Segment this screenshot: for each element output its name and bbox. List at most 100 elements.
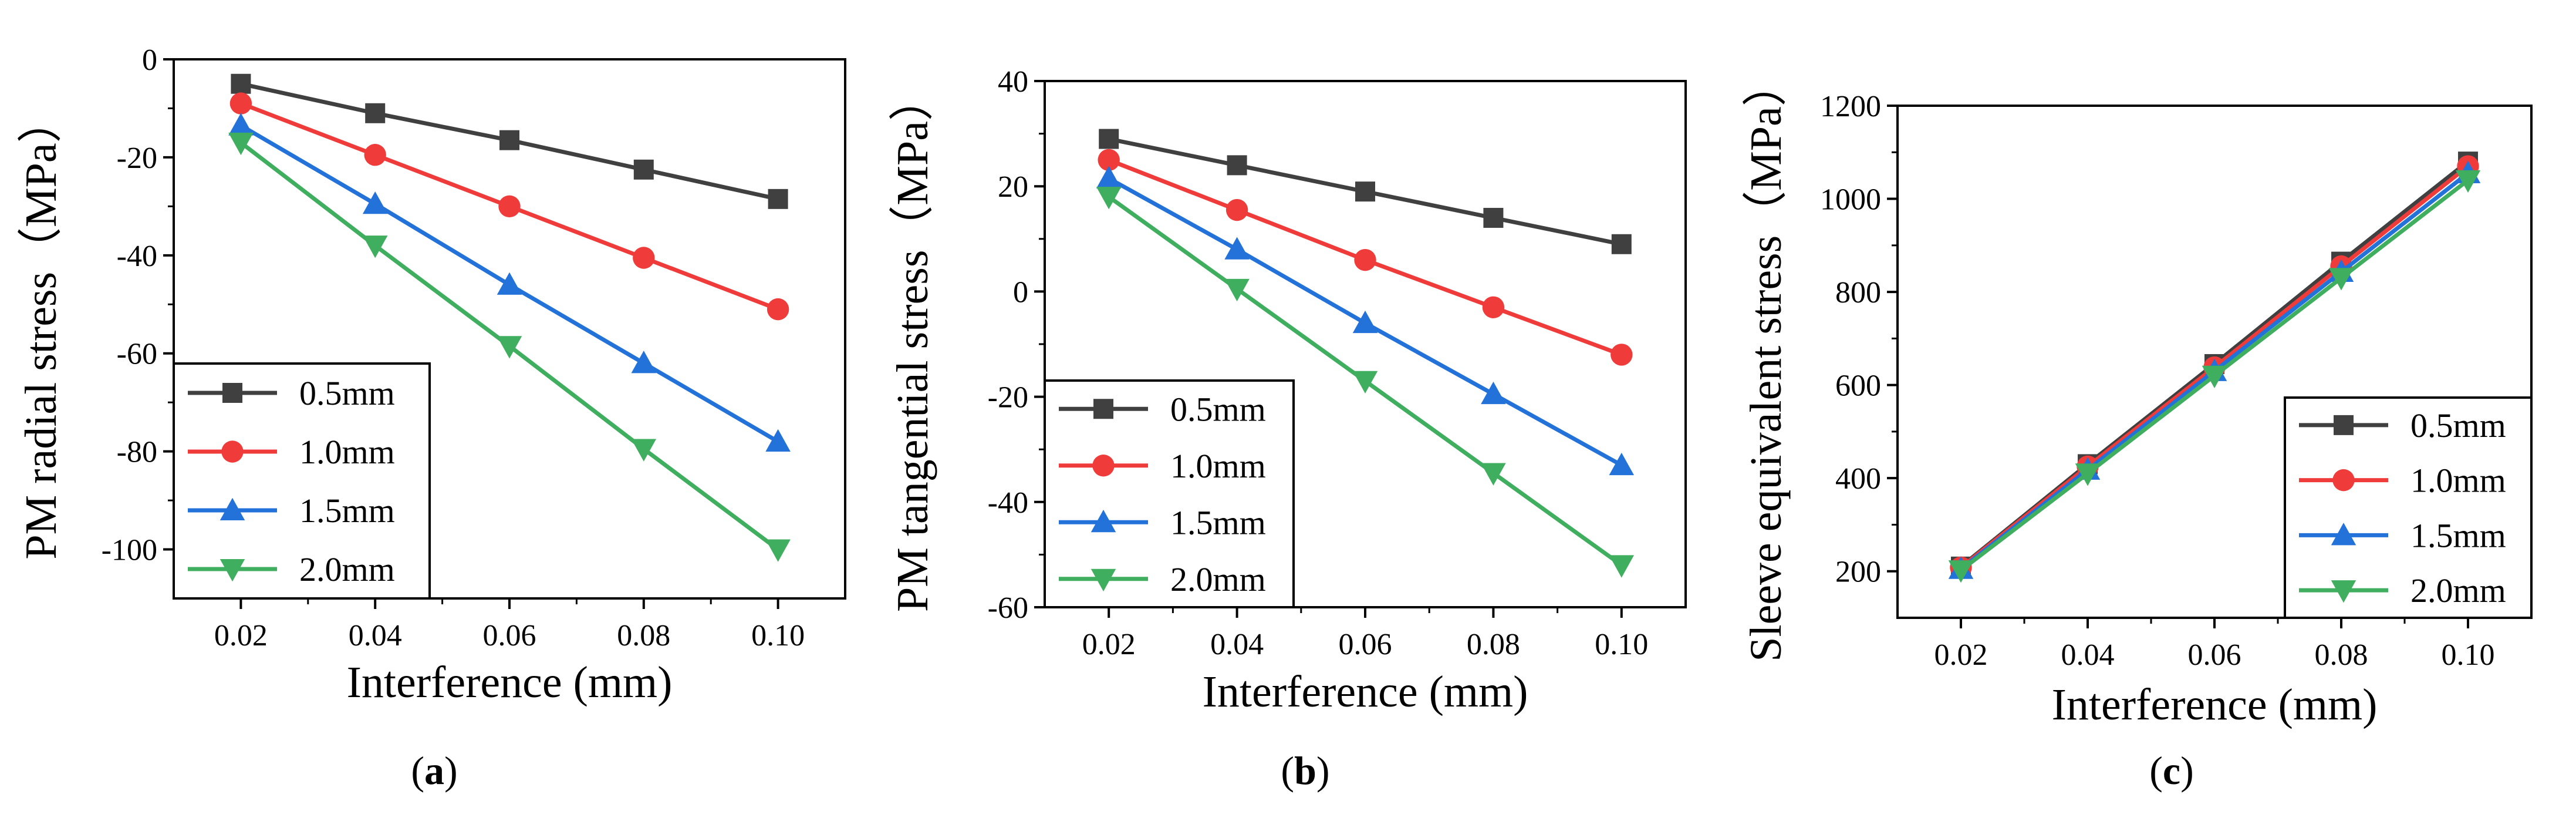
series-0.5mm (231, 73, 788, 209)
y-tick-label: 200 (1835, 556, 1881, 589)
data-point (365, 103, 386, 123)
data-point (1224, 278, 1250, 302)
y-tick-label: -20 (988, 381, 1028, 415)
y-tick-label: 0 (1013, 275, 1028, 309)
series-1.5mm (1096, 166, 1635, 476)
data-point (362, 235, 388, 258)
series-2.0mm (1096, 187, 1635, 578)
y-tick-label: -80 (117, 436, 157, 469)
legend-marker (220, 497, 245, 520)
y-tick-label: -100 (102, 534, 157, 567)
data-point (231, 73, 251, 94)
x-tick-label: 0.06 (483, 619, 536, 652)
y-tick-label: -60 (988, 591, 1028, 625)
chart-panel-b: 0.02 0.04 0.06 0.08 0.10 40 20 0 -20 -40 -60 Interf… (888, 65, 1687, 793)
y-tick-label: -40 (117, 240, 157, 273)
x-tick-label: 0.10 (2442, 638, 2495, 672)
legend-label: 1.0mm (2410, 462, 2506, 500)
data-point (1224, 237, 1250, 260)
legend-label: 1.5mm (299, 492, 395, 530)
legend-item: 1.5mm (188, 492, 395, 530)
data-point (228, 132, 254, 156)
legend-marker (220, 559, 245, 582)
legend-label: 1.5mm (1170, 503, 1266, 541)
x-axis-title: Interference (mm) (347, 658, 673, 707)
data-point (1482, 296, 1505, 318)
x-tick-label: 0.06 (1339, 628, 1392, 661)
data-point (2455, 170, 2481, 193)
data-point (1483, 207, 1504, 228)
chart-panel-c: 0.02 0.04 0.06 0.08 0.10 1200 1000 800 600 400 200… (1741, 62, 2533, 793)
legend-item: 2.0mm (188, 550, 395, 588)
x-tick-label: 0.06 (2188, 638, 2241, 672)
panel-caption: (c) (2149, 748, 2194, 793)
legend: 0.5mm 1.0mm 1.5mm 2.0mm (2284, 396, 2533, 619)
data-point (1611, 234, 1632, 254)
data-point (1096, 166, 1122, 189)
x-axis-title: Interference (mm) (2052, 680, 2378, 729)
y-tick-label: -40 (988, 486, 1028, 520)
caption-close-paren: ) (2180, 748, 2194, 793)
data-point (498, 195, 521, 218)
data-point (1611, 344, 1633, 366)
y-axis-title: Sleeve equivalent stress（MPa） (1741, 62, 1791, 662)
caption-open-paren: ( (2149, 748, 2163, 793)
y-tick-label: 1200 (1820, 90, 1881, 123)
data-point (1354, 248, 1376, 271)
legend-label: 0.5mm (1170, 390, 1266, 428)
legend-label: 2.0mm (2410, 571, 2506, 610)
series-1.0mm (1098, 149, 1633, 366)
legend-marker (221, 440, 244, 463)
chart-panel-a: 0.02 0.04 0.06 0.08 0.10 0 -20 -40 -60 -80 -100 Int… (16, 43, 846, 793)
legend-box (173, 362, 431, 600)
x-tick-label: 0.04 (1210, 628, 1264, 661)
data-point (1096, 187, 1122, 210)
caption-letter: a (424, 748, 444, 793)
x-tick-label: 0.02 (1934, 638, 1988, 672)
data-point (497, 272, 522, 295)
legend-label: 0.5mm (299, 374, 395, 412)
legend: 0.5mm 1.0mm 1.5mm 2.0mm (1044, 379, 1295, 608)
data-point (633, 159, 654, 180)
legend-item: 2.0mm (2299, 571, 2506, 610)
y-tick-label: 1000 (1820, 183, 1881, 217)
legend: 0.5mm 1.0mm 1.5mm 2.0mm (173, 362, 431, 600)
legend-label: 2.0mm (1170, 560, 1266, 598)
data-point (765, 539, 791, 562)
legend-marker (1091, 568, 1116, 591)
legend-item: 1.0mm (1059, 447, 1266, 485)
legend-marker (1091, 510, 1116, 533)
x-tick-label: 0.04 (349, 619, 402, 652)
series-1.5mm (228, 113, 791, 452)
x-tick-label: 0.08 (1467, 628, 1520, 661)
caption-letter: c (2163, 748, 2180, 793)
x-tick-label: 0.08 (2315, 638, 2368, 672)
y-tick-label: 40 (998, 65, 1028, 99)
data-point (631, 439, 657, 462)
data-point (1225, 198, 1248, 221)
x-tick-label: 0.02 (214, 619, 268, 652)
data-point (1352, 371, 1378, 393)
caption-open-paren: ( (1281, 748, 1294, 793)
data-point (228, 113, 254, 136)
panel-caption: (a) (411, 748, 457, 793)
data-point (1609, 555, 1635, 578)
x-axis-title: Interference (mm) (1203, 667, 1528, 716)
legend-item: 1.5mm (2299, 516, 2506, 554)
data-point (1227, 155, 1247, 176)
data-point (765, 429, 791, 452)
y-tick-label: 20 (998, 170, 1028, 204)
legend-item: 1.0mm (188, 433, 395, 471)
legend-box (2284, 396, 2533, 619)
y-tick-label: 600 (1835, 369, 1881, 403)
y-axis-title: PM radial stress（MPa） (16, 98, 66, 559)
series-2.0mm (228, 132, 791, 562)
y-tick-label: 800 (1835, 276, 1881, 309)
x-tick-label: 0.02 (1082, 628, 1136, 661)
legend-label: 1.0mm (299, 433, 395, 471)
legend-item: 0.5mm (2299, 406, 2506, 445)
legend-label: 1.5mm (2410, 516, 2506, 554)
data-point (1481, 463, 1506, 486)
data-point (499, 130, 519, 150)
